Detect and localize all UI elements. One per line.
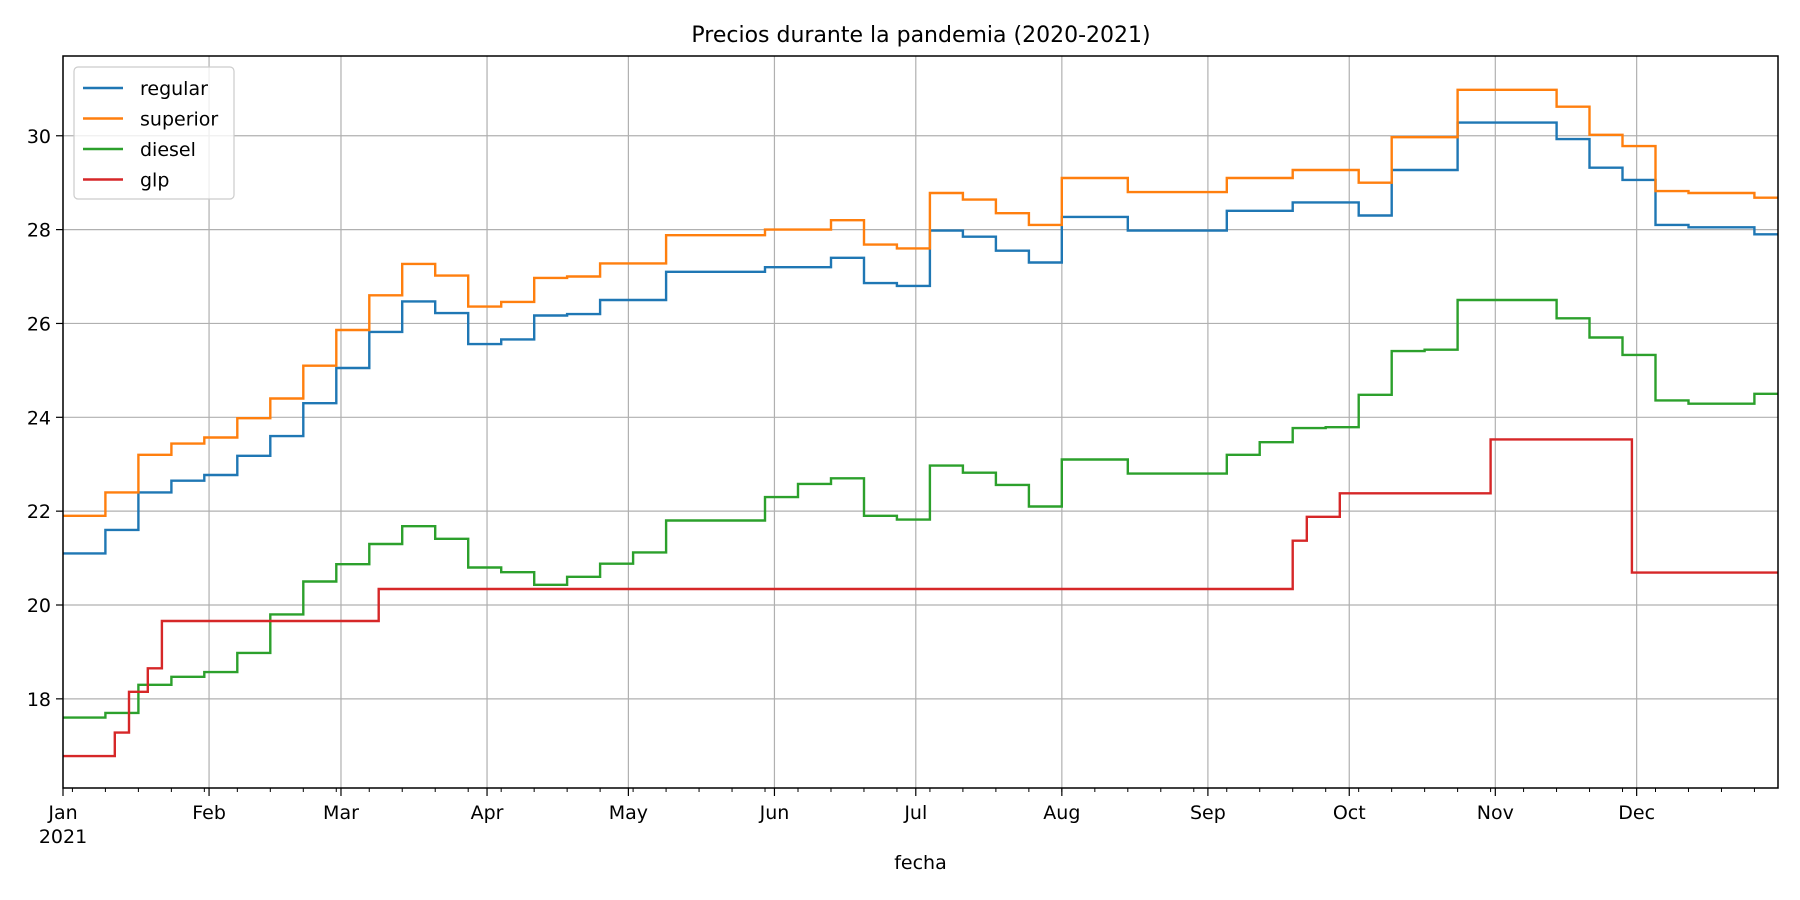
legend-label-regular: regular <box>140 78 208 100</box>
x-tick-label: Jul <box>903 802 927 824</box>
legend-label-glp: glp <box>140 170 169 192</box>
y-tick-label: 28 <box>27 220 51 242</box>
x-axis-year-label: 2021 <box>39 826 87 848</box>
x-tick-label: Aug <box>1043 802 1080 824</box>
x-tick-label: Dec <box>1618 802 1655 824</box>
x-tick-label: Jan <box>47 802 77 824</box>
x-tick-label: Mar <box>323 802 359 824</box>
x-tick-label: Apr <box>471 802 504 824</box>
y-tick-label: 24 <box>27 407 51 429</box>
chart-title: Precios durante la pandemia (2020-2021) <box>691 23 1150 48</box>
x-tick-label: May <box>609 802 648 824</box>
y-tick-label: 20 <box>27 595 51 617</box>
legend: regular superior diesel glp <box>73 66 235 200</box>
y-tick-label: 26 <box>27 313 51 335</box>
series-line-superior <box>63 88 1778 517</box>
x-axis: Jan Feb Mar Apr May Jun Jul Aug Sep Oct Nov Dec <box>47 788 1755 824</box>
x-tick-label: Oct <box>1333 802 1366 824</box>
series-line-diesel <box>63 298 1778 719</box>
series-lines <box>63 88 1778 758</box>
series-line-glp <box>63 438 1778 758</box>
y-tick-label: 30 <box>27 126 51 148</box>
plot-frame <box>62 55 1779 789</box>
grid-lines <box>62 56 1778 788</box>
legend-box <box>73 66 235 200</box>
x-axis-label: fecha <box>894 852 947 874</box>
x-tick-label: Nov <box>1477 802 1514 824</box>
x-tick-label: Feb <box>192 802 226 824</box>
legend-label-diesel: diesel <box>140 139 196 161</box>
legend-label-superior: superior <box>140 109 218 131</box>
y-tick-label: 22 <box>27 501 51 523</box>
x-tick-label: Jun <box>759 802 790 824</box>
x-tick-label: Sep <box>1190 802 1226 824</box>
series-line-regular <box>63 121 1778 555</box>
y-tick-label: 18 <box>27 689 51 711</box>
y-axis: 18 20 22 24 26 28 30 <box>27 126 63 711</box>
